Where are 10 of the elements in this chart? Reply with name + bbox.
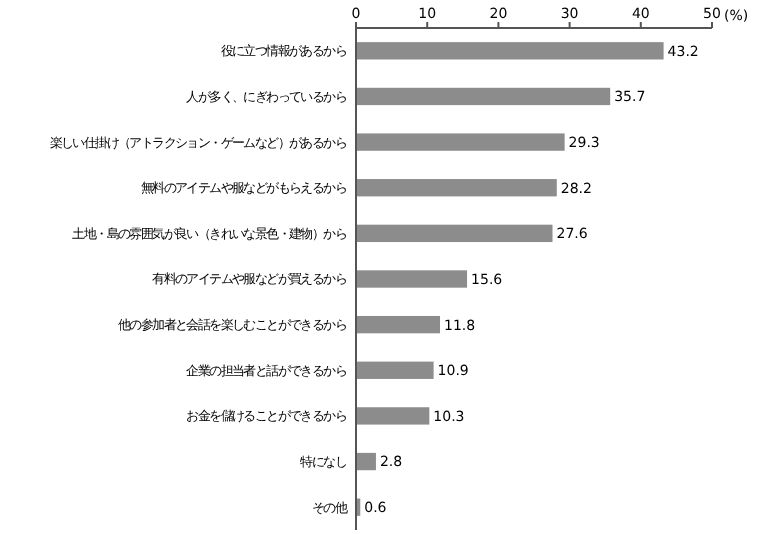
bar — [356, 87, 611, 106]
bar — [356, 179, 557, 197]
bar — [356, 361, 434, 379]
bar — [356, 270, 468, 288]
bar — [356, 315, 441, 334]
bar — [356, 133, 565, 151]
bar — [356, 224, 553, 243]
bar — [356, 452, 376, 471]
bar — [356, 407, 430, 425]
bar — [356, 42, 664, 60]
